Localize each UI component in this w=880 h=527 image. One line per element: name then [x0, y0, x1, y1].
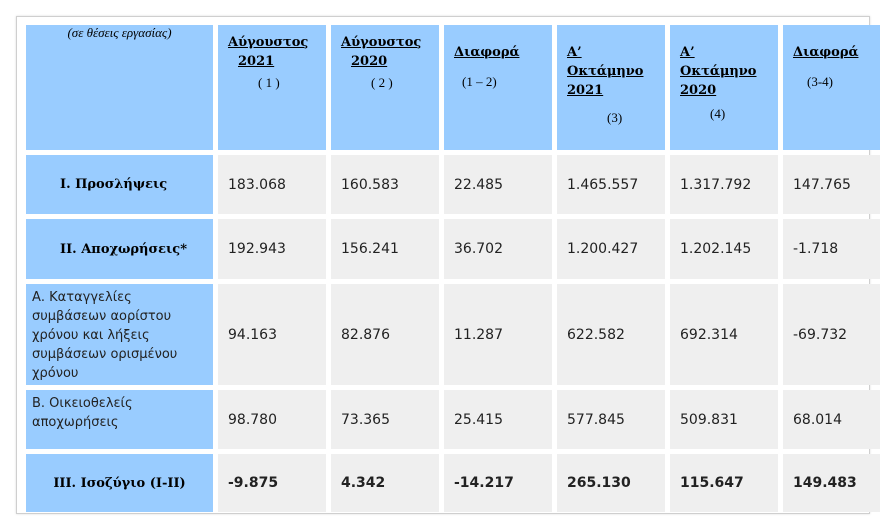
- row-label-hires: Ι. Προσλήψεις: [26, 155, 213, 214]
- cell-value: 73.365: [331, 390, 439, 449]
- cell-value: 183.068: [218, 155, 326, 214]
- header-year: 2020: [680, 83, 717, 98]
- cell-value: 692.314: [670, 284, 778, 385]
- header-year: 2021: [567, 83, 604, 98]
- header-title-line2: Οκτάμηνο: [567, 64, 644, 79]
- header-col-number: (3-4): [807, 74, 833, 89]
- cell-value: 36.702: [444, 219, 552, 279]
- header-col-number: (4): [710, 106, 726, 121]
- cell-value: 577.845: [557, 390, 665, 449]
- row-label-dismissals: Α. Καταγγελίες συμβάσεων αορίστου χρόνου…: [26, 284, 213, 385]
- cell-value: 192.943: [218, 219, 326, 279]
- cell-value: 147.765: [783, 155, 880, 214]
- cell-value: -1.718: [783, 219, 880, 279]
- header-title: Διαφορά: [793, 45, 859, 60]
- cell-value: 149.483: [783, 454, 880, 512]
- cell-value: 265.130: [557, 454, 665, 512]
- cell-value: 1.317.792: [670, 155, 778, 214]
- header-title: Διαφορά: [454, 45, 520, 60]
- header-eight-months-2020: Α’ Οκτάμηνο 2020 (4): [670, 25, 778, 150]
- cell-value: 115.647: [670, 454, 778, 512]
- row-label-balance: ΙΙΙ. Ισοζύγιο (Ι-ΙΙ): [26, 454, 213, 512]
- cell-value: 98.780: [218, 390, 326, 449]
- cell-value: 82.876: [331, 284, 439, 385]
- header-year: 2021: [238, 54, 275, 69]
- cell-value: 94.163: [218, 284, 326, 385]
- header-title: Αύγουστος: [341, 35, 422, 50]
- header-difference-1-2: Διαφορά (1 – 2): [444, 25, 552, 150]
- header-col-number: ( 1 ): [258, 75, 280, 90]
- corner-label-cell: (σε θέσεις εργασίας): [26, 25, 213, 150]
- header-col-number: (3): [607, 110, 623, 125]
- header-row: (σε θέσεις εργασίας) Αύγουστος 2021 ( 1 …: [26, 25, 880, 150]
- header-title: Α’: [680, 45, 695, 60]
- table-row: ΙΙ. Αποχωρήσεις* 192.943 156.241 36.702 …: [26, 219, 880, 279]
- cell-value: 160.583: [331, 155, 439, 214]
- header-august-2021: Αύγουστος 2021 ( 1 ): [218, 25, 326, 150]
- header-title: Α’: [567, 45, 582, 60]
- cell-value: -69.732: [783, 284, 880, 385]
- cell-value: 11.287: [444, 284, 552, 385]
- cell-value: 4.342: [331, 454, 439, 512]
- table-frame: (σε θέσεις εργασίας) Αύγουστος 2021 ( 1 …: [16, 16, 880, 514]
- cell-value: 68.014: [783, 390, 880, 449]
- cell-value: 1.465.557: [557, 155, 665, 214]
- cell-value: 622.582: [557, 284, 665, 385]
- header-year: 2020: [351, 54, 388, 69]
- employment-flows-table: (σε θέσεις εργασίας) Αύγουστος 2021 ( 1 …: [21, 20, 880, 517]
- cell-value: -9.875: [218, 454, 326, 512]
- header-col-number: ( 2 ): [371, 75, 393, 90]
- header-eight-months-2021: Α’ Οκτάμηνο 2021 (3): [557, 25, 665, 150]
- cell-value: 1.200.427: [557, 219, 665, 279]
- row-label-voluntary-departures: Β. Οικειοθελείς αποχωρήσεις: [26, 390, 213, 449]
- table-row: Ι. Προσλήψεις 183.068 160.583 22.485 1.4…: [26, 155, 880, 214]
- row-label-departures: ΙΙ. Αποχωρήσεις*: [26, 219, 213, 279]
- cell-value: 25.415: [444, 390, 552, 449]
- table-row: ΙΙΙ. Ισοζύγιο (Ι-ΙΙ) -9.875 4.342 -14.21…: [26, 454, 880, 512]
- header-august-2020: Αύγουστος 2020 ( 2 ): [331, 25, 439, 150]
- table-row: Β. Οικειοθελείς αποχωρήσεις 98.780 73.36…: [26, 390, 880, 449]
- header-difference-3-4: Διαφορά (3-4): [783, 25, 880, 150]
- header-col-number: (1 – 2): [462, 74, 497, 89]
- header-title: Αύγουστος: [228, 35, 309, 50]
- cell-value: 1.202.145: [670, 219, 778, 279]
- corner-label: (σε θέσεις εργασίας): [67, 25, 172, 40]
- cell-value: -14.217: [444, 454, 552, 512]
- table-row: Α. Καταγγελίες συμβάσεων αορίστου χρόνου…: [26, 284, 880, 385]
- cell-value: 156.241: [331, 219, 439, 279]
- cell-value: 22.485: [444, 155, 552, 214]
- header-title-line2: Οκτάμηνο: [680, 64, 757, 79]
- cell-value: 509.831: [670, 390, 778, 449]
